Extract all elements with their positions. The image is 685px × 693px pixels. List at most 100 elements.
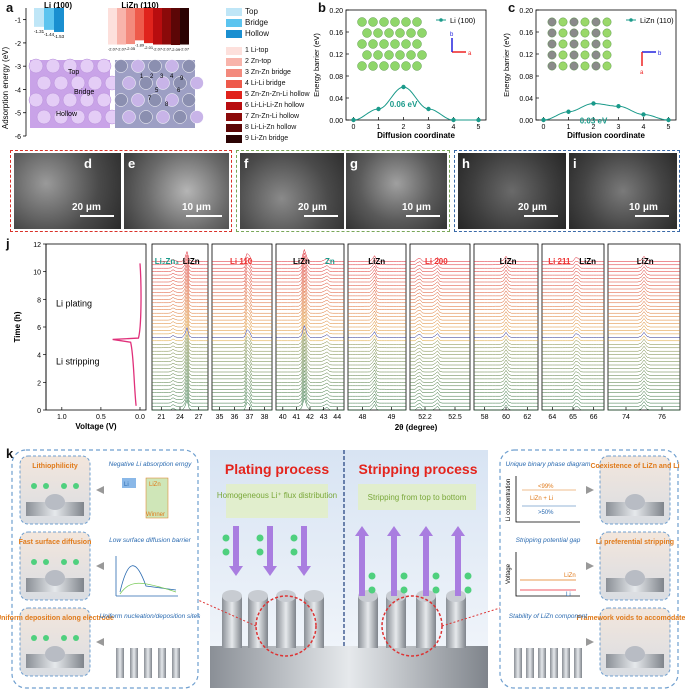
legend-swatch <box>226 46 242 55</box>
xrd-trace <box>275 265 344 279</box>
lattice-atom <box>412 39 422 49</box>
xrd-segment: 21 24 27 Li₂Zn₃ LiZn <box>151 243 209 421</box>
xrd-trace <box>275 310 344 324</box>
ytick-label: 0.12 <box>329 52 343 59</box>
two-theta-tick: 44 <box>333 414 341 421</box>
right-note: Unique binary phase diagram <box>506 461 591 468</box>
two-theta-xlabel: 2θ (degree) <box>395 423 438 432</box>
xrd-trace <box>607 290 680 297</box>
xrd-trace <box>211 256 272 266</box>
legend-swatch <box>226 90 242 99</box>
lattice-atom <box>591 50 601 60</box>
legend-lizn-item: 8 Li-Li-Zn hollow <box>226 122 302 133</box>
xrd-trace <box>211 339 272 349</box>
two-theta-tick: 36 <box>231 414 239 421</box>
xrd-trace <box>347 393 406 400</box>
lattice-atom <box>362 28 372 38</box>
scale-f: 20 μm <box>298 202 327 213</box>
xrd-trace <box>409 333 470 338</box>
xrd-trace <box>275 300 344 314</box>
time-tick: 4 <box>37 353 41 360</box>
xrd-trace <box>409 340 470 345</box>
xrd-trace <box>409 374 470 380</box>
xrd-trace <box>607 331 680 338</box>
li-atom <box>62 92 78 108</box>
xrd-trace <box>607 352 680 359</box>
ytick-label: 0.00 <box>519 118 533 125</box>
xlabel: Diffusion coordinate <box>377 131 455 140</box>
time-tick: 12 <box>33 242 41 249</box>
deposit-pillar <box>416 596 436 648</box>
xrd-trace <box>151 344 208 355</box>
framework-pillar <box>562 648 570 678</box>
ion-flux-arrow <box>233 526 239 566</box>
legend-label: 9 Li-Zn bridge <box>245 135 289 142</box>
right-card-title: Framework voids to accomodate Li <box>576 615 685 622</box>
left-card-title: Lithiophilicity <box>32 463 78 470</box>
xrd-trace <box>473 331 538 338</box>
li-atom <box>28 92 44 108</box>
ytick-label: 0.12 <box>519 52 533 59</box>
legend-lizn-item: 1 Li-top <box>226 45 302 56</box>
xrd-trace <box>151 285 208 297</box>
xrd-trace <box>347 313 406 321</box>
li-ion <box>256 534 264 542</box>
xrd-trace <box>473 349 538 355</box>
xrd-trace <box>347 390 406 397</box>
xrd-trace <box>541 264 604 269</box>
peak-label: LiZn <box>500 257 517 266</box>
barrier-point <box>616 104 621 109</box>
xrd-trace <box>275 383 344 397</box>
lizn-atom <box>165 93 179 107</box>
legend-label: Hollow <box>245 29 270 38</box>
xrd-trace <box>473 314 538 321</box>
xtick-label: 0 <box>352 124 356 131</box>
lizn-adsorption-value: -2.09 <box>171 47 181 52</box>
xrd-trace <box>607 390 680 397</box>
xrd-trace <box>607 304 680 310</box>
legend-swatch <box>226 79 242 88</box>
strip-flux-arrow <box>391 536 397 596</box>
scale-i: 10 μm <box>629 202 658 213</box>
xrd-trace <box>541 392 604 397</box>
xrd-trace <box>211 259 272 269</box>
lattice-atom <box>357 61 367 71</box>
xrd-trace <box>275 279 344 293</box>
li-ion <box>31 559 37 565</box>
xrd-trace <box>211 253 272 262</box>
legend-swatch <box>226 123 242 132</box>
lizn-atom <box>173 110 187 124</box>
xrd-trace <box>211 298 272 307</box>
lattice-atom <box>602 17 612 27</box>
xrd-trace <box>151 368 208 380</box>
lattice-inset <box>357 17 427 71</box>
xrd-trace <box>409 388 470 393</box>
lattice-atom <box>373 50 383 60</box>
xrd-trace <box>607 335 680 342</box>
xrd-trace <box>473 286 538 293</box>
legend-label: Top <box>245 7 258 16</box>
xrd-trace <box>211 336 272 345</box>
lizn-site-number: 3 <box>160 74 164 80</box>
legend-swatch <box>226 101 242 110</box>
peak-label: LiZn <box>183 257 200 266</box>
two-theta-tick: 76 <box>658 414 666 421</box>
legend-label: 1 Li-top <box>245 47 269 54</box>
xrd-trace <box>541 329 604 335</box>
lizn-atom <box>148 59 162 73</box>
xrd-trace <box>541 257 604 262</box>
xrd-trace <box>409 257 470 262</box>
lattice-atom <box>569 39 579 49</box>
xrd-trace <box>347 372 406 380</box>
two-theta-tick: 21 <box>157 414 165 421</box>
xrd-trace <box>473 345 538 352</box>
xrd-trace <box>151 305 208 317</box>
xrd-trace <box>541 285 604 290</box>
xrd-trace <box>275 286 344 300</box>
xrd-trace <box>151 254 208 266</box>
xrd-trace <box>275 373 344 387</box>
lizn-adsorption-bar <box>126 8 135 45</box>
panel-b-barrier-chart: 0.00 0.04 0.08 0.12 0.16 0.20 0 1 2 3 4 5 Energy bar… <box>312 8 487 140</box>
right-card-title: Li preferential stripping <box>596 539 674 546</box>
